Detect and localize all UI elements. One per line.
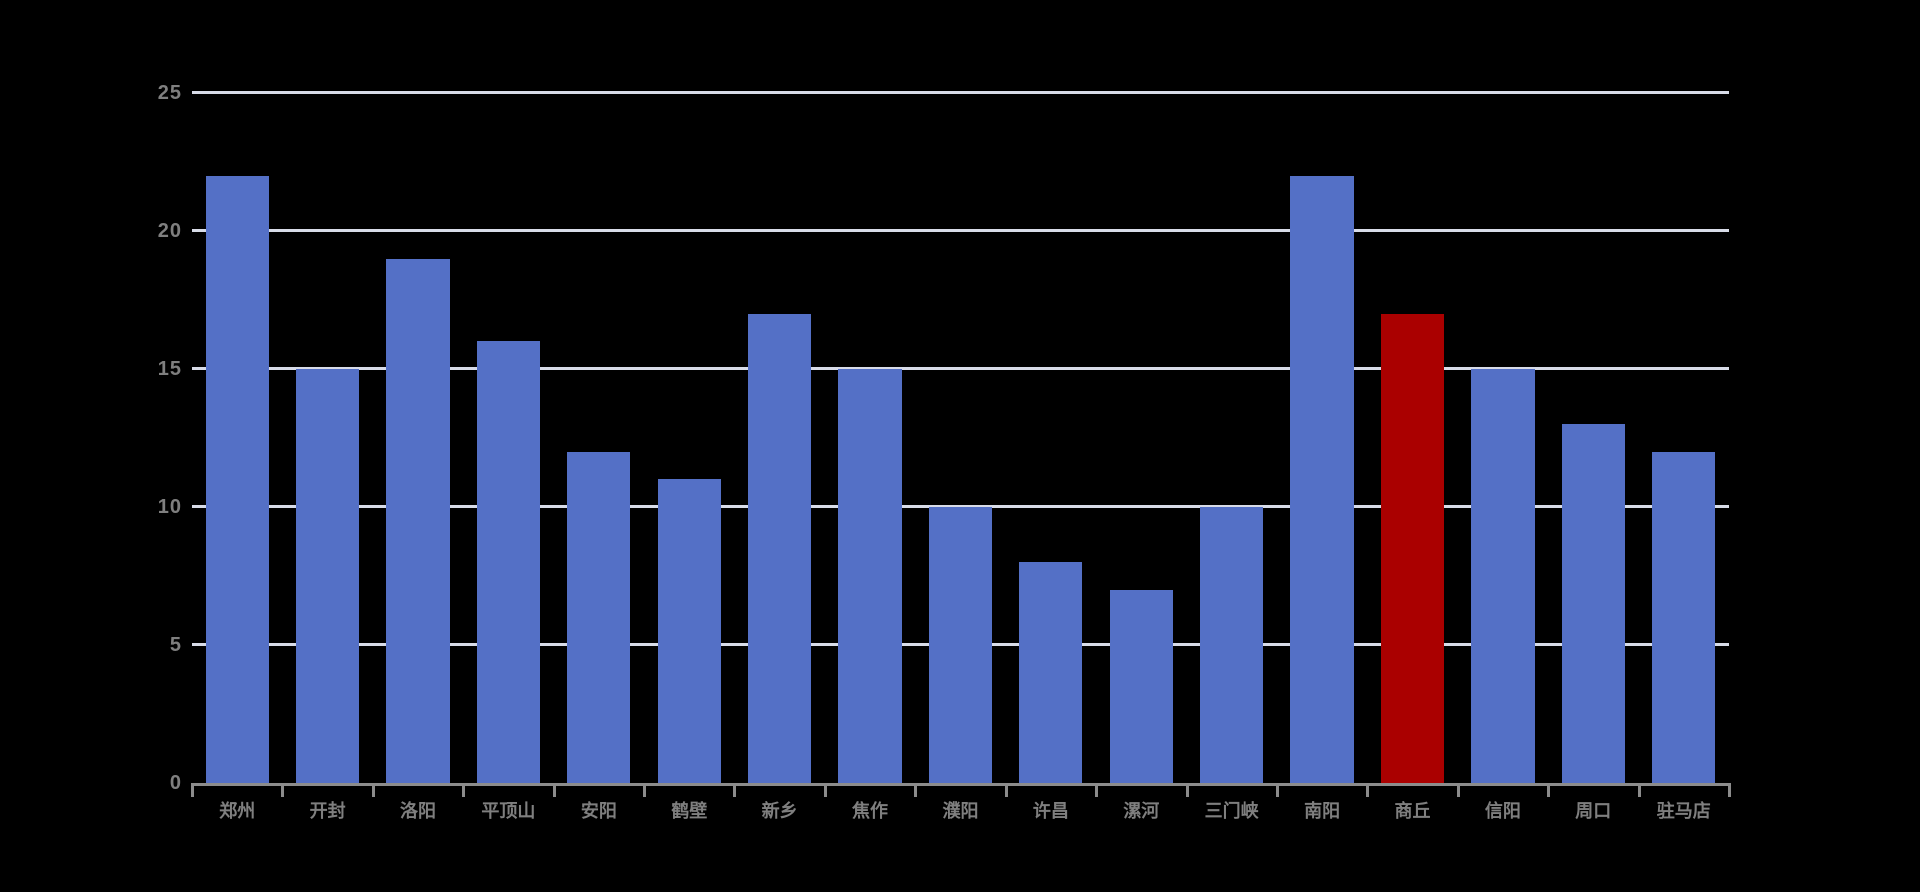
x-axis-label: 新乡 xyxy=(761,801,798,821)
category-slot: 郑州 xyxy=(192,93,282,821)
category-slot: 安阳 xyxy=(554,93,644,821)
category-slot: 漯河 xyxy=(1096,93,1186,821)
x-axis-tick-mark xyxy=(191,783,194,797)
y-axis-tick-label: 10 xyxy=(157,496,182,518)
x-axis-tick-mark xyxy=(1637,783,1641,797)
plot-area: 郑州 开封 洛阳 平顶山 安阳 鹤壁 新乡 焦作 濮阳 许昌 漯河 三门峡 南阳 商丘 信阳 周口 驻马店 xyxy=(192,91,1729,821)
category-slot: 开封 xyxy=(282,93,372,821)
category-slot: 焦作 xyxy=(825,93,915,821)
bar-value xyxy=(1109,589,1173,783)
bar-value xyxy=(1200,507,1264,783)
x-axis-tick-mark xyxy=(462,783,466,797)
y-axis-tick-label: 0 xyxy=(169,772,182,794)
gridline-10 xyxy=(192,505,1729,508)
y-axis-tick-label: 25 xyxy=(157,82,182,104)
x-axis-label: 信阳 xyxy=(1484,801,1521,821)
x-axis-label: 许昌 xyxy=(1032,801,1069,821)
bar-value xyxy=(386,258,450,783)
x-axis-tick-mark xyxy=(1456,783,1460,797)
x-axis-tick-mark xyxy=(552,783,556,797)
bar-series: 郑州 开封 洛阳 平顶山 安阳 鹤壁 新乡 焦作 濮阳 许昌 漯河 三门峡 南阳 商丘 信阳 周口 驻马店 xyxy=(192,93,1729,821)
x-axis-tick-mark xyxy=(733,783,737,797)
category-slot: 驻马店 xyxy=(1639,93,1729,821)
x-axis-label: 濮阳 xyxy=(942,801,979,821)
bar-value xyxy=(747,313,812,783)
bar-value xyxy=(1019,562,1083,783)
x-axis-label: 郑州 xyxy=(219,801,256,821)
category-slot: 许昌 xyxy=(1006,93,1096,821)
bar-value xyxy=(1290,175,1354,783)
x-axis-tick-mark xyxy=(1185,783,1189,797)
x-axis-tick-mark xyxy=(1366,783,1370,797)
x-axis-label: 南阳 xyxy=(1304,801,1341,821)
x-axis-label: 漯河 xyxy=(1123,801,1160,821)
category-slot: 商丘 xyxy=(1367,93,1457,821)
bar-value xyxy=(205,175,269,783)
x-axis-tick-mark xyxy=(1547,783,1551,797)
category-slot: 三门峡 xyxy=(1186,93,1276,821)
x-axis-label: 安阳 xyxy=(580,801,617,821)
x-axis-tick-mark xyxy=(281,783,285,797)
x-axis-ticks xyxy=(191,783,1731,797)
x-axis-label: 驻马店 xyxy=(1656,801,1711,821)
category-slot: 周口 xyxy=(1548,93,1638,821)
bar-value xyxy=(657,479,721,783)
category-slot: 新乡 xyxy=(734,93,824,821)
bar-highlighted xyxy=(1380,313,1445,783)
x-axis-tick-mark xyxy=(371,783,375,797)
bar-value xyxy=(295,369,360,783)
bar-value xyxy=(1652,451,1716,783)
x-axis-label: 焦作 xyxy=(852,801,889,821)
gridline-15 xyxy=(192,367,1729,370)
bar-value xyxy=(928,507,993,783)
category-slot: 洛阳 xyxy=(373,93,463,821)
x-axis-tick-mark xyxy=(914,783,918,797)
x-axis-tick-mark xyxy=(1004,783,1008,797)
y-axis-tick-label: 5 xyxy=(169,634,182,656)
bar-value xyxy=(838,369,902,783)
x-axis-label: 周口 xyxy=(1575,801,1612,821)
x-axis-label: 鹤壁 xyxy=(671,801,708,821)
bar-value xyxy=(1561,424,1625,783)
bar-value xyxy=(567,451,631,783)
y-axis-tick-label: 20 xyxy=(157,220,182,242)
category-slot: 信阳 xyxy=(1458,93,1548,821)
x-axis-label: 三门峡 xyxy=(1204,801,1259,821)
x-axis-label: 商丘 xyxy=(1394,801,1431,821)
x-axis-label: 平顶山 xyxy=(481,801,536,821)
gridline-25 xyxy=(192,91,1729,94)
bar-value xyxy=(476,341,541,783)
category-slot: 鹤壁 xyxy=(644,93,734,821)
gridline-20 xyxy=(192,229,1729,232)
category-slot: 濮阳 xyxy=(915,93,1005,821)
x-axis-tick-mark xyxy=(823,783,827,797)
x-axis-line xyxy=(192,783,1731,786)
bar-value xyxy=(1471,369,1535,783)
y-axis-tick-label: 15 xyxy=(157,358,182,380)
x-axis-tick-mark xyxy=(643,783,647,797)
x-axis-tick-mark xyxy=(1095,783,1099,797)
x-axis-tick-mark xyxy=(1728,783,1731,797)
category-slot: 南阳 xyxy=(1277,93,1367,821)
x-axis-tick-mark xyxy=(1275,783,1279,797)
y-axis: 0 5 10 15 20 25 xyxy=(0,83,182,793)
x-axis-label: 开封 xyxy=(309,801,346,821)
x-axis-label: 洛阳 xyxy=(400,801,437,821)
category-slot: 平顶山 xyxy=(463,93,553,821)
